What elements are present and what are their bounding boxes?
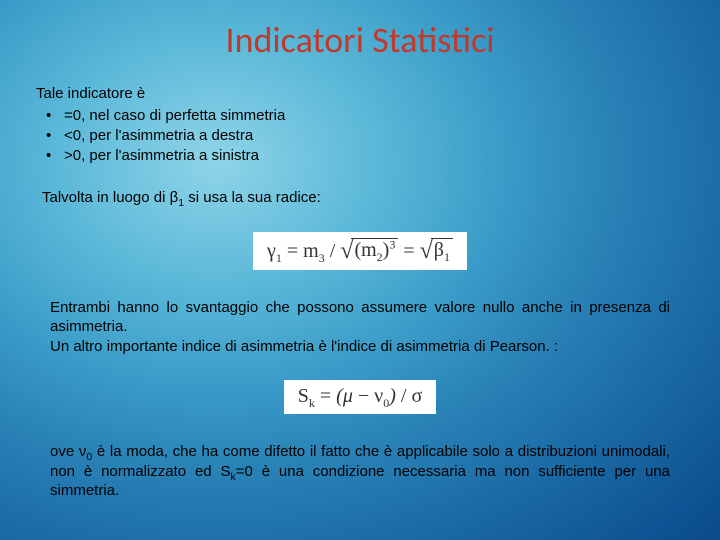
bullet-list: =0, nel caso di perfetta simmetria <0, p… xyxy=(36,106,684,167)
paragraph-beta: Talvolta in luogo di β1 si usa la sua ra… xyxy=(42,188,678,208)
formula-sk: Sk = (μ − ν0) / σ xyxy=(36,380,684,414)
sym-s: S xyxy=(298,385,309,407)
sym-mu: μ xyxy=(343,385,353,407)
text: si usa la sua radice: xyxy=(184,189,321,206)
page-title: Indicatori Statistici xyxy=(36,18,684,62)
slide: Indicatori Statistici Tale indicatore è … xyxy=(0,0,720,540)
formula-box: γ1 = m3 / √(m2)3 = √β1 xyxy=(253,232,467,270)
paragraph-drawback: Entrambi hanno lo svantaggio che possono… xyxy=(50,298,670,337)
text: ove ν xyxy=(50,443,86,460)
text: − ν xyxy=(353,385,383,407)
text: = m xyxy=(282,240,319,262)
sym-gamma: γ xyxy=(267,240,276,262)
sqrt-content: β1 xyxy=(431,238,453,260)
sqrt-beta: √β1 xyxy=(420,238,453,262)
sqrt-outer: √(m2)3 xyxy=(340,238,398,262)
rparen: ) xyxy=(389,385,396,407)
sqrt-content: (m2)3 xyxy=(351,238,398,260)
text: = xyxy=(315,385,336,407)
formula-box: Sk = (μ − ν0) / σ xyxy=(284,380,436,414)
sqrt-sign-icon: √ xyxy=(420,239,433,263)
list-item: =0, nel caso di perfetta simmetria xyxy=(46,106,684,126)
intro-text: Tale indicatore è xyxy=(36,84,684,104)
text: / xyxy=(325,240,341,262)
text: / σ xyxy=(396,385,422,407)
sqrt-sign-icon: √ xyxy=(340,239,353,263)
superscript: 3 xyxy=(389,237,395,251)
list-item: <0, per l'asimmetria a destra xyxy=(46,126,684,146)
paragraph-mode: ove ν0 è la moda, che ha come difetto il… xyxy=(50,442,670,501)
subscript: 1 xyxy=(444,250,450,264)
lparen: ( xyxy=(336,385,343,407)
text: = xyxy=(398,240,419,262)
formula-gamma: γ1 = m3 / √(m2)3 = √β1 xyxy=(36,232,684,270)
text: (m xyxy=(354,239,376,261)
paragraph-pearson: Un altro importante indice di asimmetria… xyxy=(50,337,670,357)
text: Talvolta in luogo di β xyxy=(42,189,178,206)
sym-beta: β xyxy=(434,239,444,261)
list-item: >0, per l'asimmetria a sinistra xyxy=(46,146,684,166)
